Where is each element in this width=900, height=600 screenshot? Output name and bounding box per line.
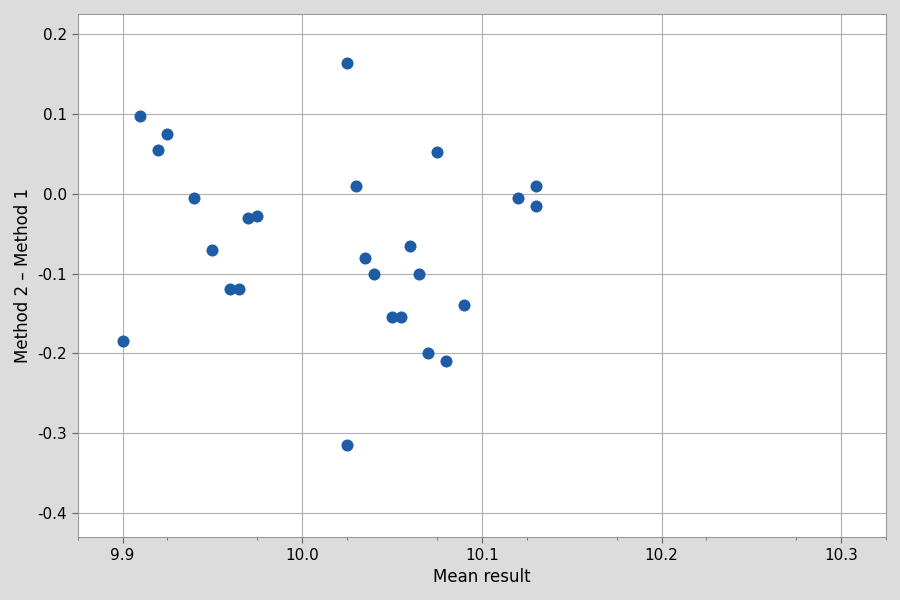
Point [403,241,418,250]
Point [340,440,355,450]
Point [151,145,166,154]
Point [528,181,543,190]
Point [115,337,130,346]
Point [385,313,400,322]
Point [456,301,471,310]
Point [528,201,543,211]
Point [205,245,220,254]
Point [133,112,148,121]
Point [187,193,202,202]
X-axis label: Mean result: Mean result [433,568,531,586]
Point [358,253,373,262]
Point [241,213,256,223]
Y-axis label: Method 2 – Method 1: Method 2 – Method 1 [14,188,32,363]
Point [421,349,436,358]
Point [223,284,238,294]
Point [438,356,453,366]
Point [250,211,265,221]
Point [349,181,364,190]
Point [232,284,247,294]
Point [367,269,382,278]
Point [160,129,175,139]
Point [429,147,444,157]
Point [394,313,409,322]
Point [412,269,427,278]
Point [340,59,355,68]
Point [510,193,525,202]
